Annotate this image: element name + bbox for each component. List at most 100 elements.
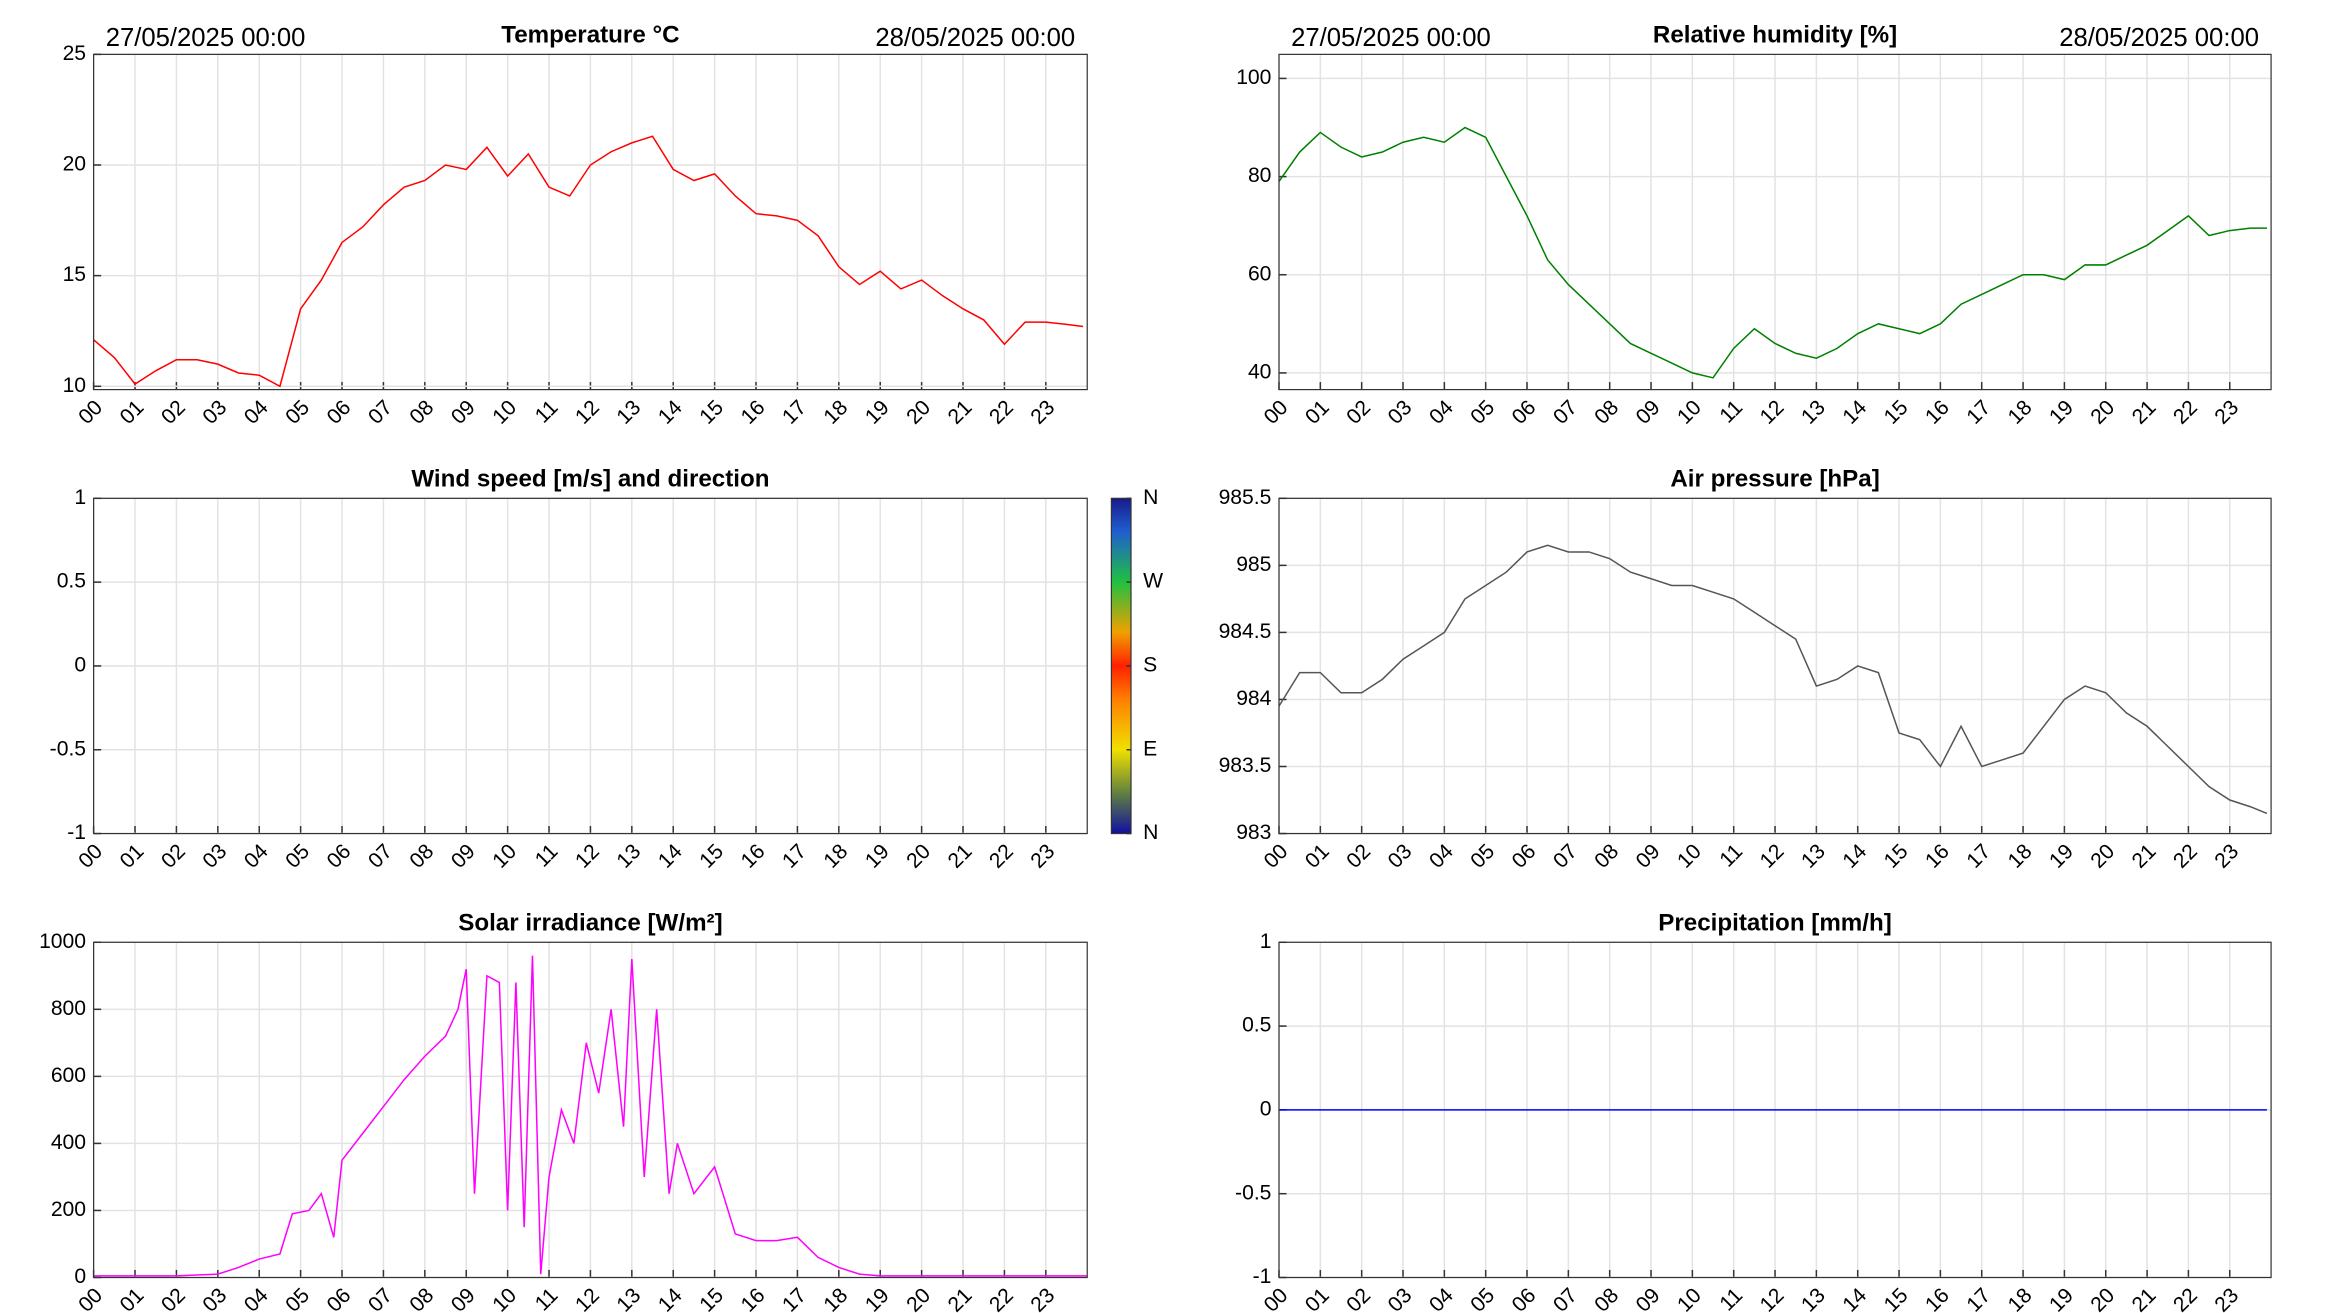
x-tick-label: 22	[2169, 396, 2202, 429]
x-tick-label: 02	[1342, 840, 1375, 873]
y-tick-label: -1	[67, 821, 86, 844]
data-line	[1278, 126, 2267, 379]
x-tick-label: 13	[1797, 396, 1830, 429]
x-tick-label: 14	[1838, 840, 1871, 873]
x-tick-label: 02	[157, 396, 190, 429]
x-tick-label: 23	[2210, 1284, 2243, 1313]
x-tick-label: 05	[281, 1284, 314, 1313]
y-tick-label: 15	[63, 263, 87, 286]
colorbar-label: N	[1143, 486, 1158, 509]
x-tick-label: 04	[240, 1284, 273, 1313]
y-tick-label: 0	[74, 654, 86, 677]
x-tick-label: 22	[985, 840, 1018, 873]
x-tick-label: 11	[1715, 396, 1747, 428]
y-tick-label: 600	[51, 1064, 86, 1087]
x-tick-label: 08	[1590, 1284, 1623, 1313]
chart-title: Air pressure [hPa]	[1670, 466, 1879, 493]
axes-box	[1278, 53, 2272, 391]
chart-title: Temperature °C	[501, 22, 679, 49]
x-tick-label: 05	[281, 396, 314, 429]
y-tick-label: 80	[1248, 164, 1272, 187]
y-tick-label: 25	[63, 42, 87, 65]
y-tick-label: -0.5	[1235, 1181, 1271, 1204]
start-date: 27/05/2025 00:00	[106, 24, 306, 52]
x-tick-label: 17	[1962, 840, 1995, 873]
x-tick-label: 06	[1508, 396, 1541, 429]
end-date: 28/05/2025 00:00	[875, 24, 1075, 52]
x-tick-label: 15	[695, 1284, 728, 1313]
x-tick-label: 07	[364, 840, 397, 873]
x-tick-label: 09	[447, 840, 480, 873]
y-tick-label: 983	[1236, 821, 1271, 844]
x-tick-label: 07	[364, 396, 397, 429]
axes-box	[1278, 497, 2272, 835]
y-tick-label: 985.5	[1219, 486, 1272, 509]
y-tick-label: 985	[1236, 553, 1271, 576]
y-tick-label: 0.5	[1242, 1014, 1271, 1037]
x-tick-label: 05	[281, 840, 314, 873]
x-tick-label: 21	[944, 840, 977, 873]
x-tick-label: 01	[116, 1284, 149, 1313]
y-tick-label: 60	[1248, 262, 1272, 285]
data-line	[1278, 544, 2268, 815]
x-tick-label: 04	[1425, 840, 1458, 873]
x-tick-label: 14	[654, 396, 687, 429]
x-tick-label: 13	[612, 1284, 645, 1313]
x-tick-label: 03	[198, 840, 231, 873]
y-tick-label: 984.5	[1219, 620, 1272, 643]
x-tick-label: 16	[1921, 396, 1954, 429]
x-tick-label: 00	[74, 840, 107, 873]
x-tick-label: 11	[1715, 1284, 1747, 1313]
x-tick-label: 02	[157, 840, 190, 873]
x-tick-label: 17	[1962, 1284, 1995, 1313]
x-tick-label: 05	[1466, 840, 1499, 873]
y-tick-label: 1	[74, 486, 86, 509]
x-tick-label: 15	[695, 840, 728, 873]
axes-box	[93, 941, 1088, 1279]
chart-title: Solar irradiance [W/m²]	[458, 910, 722, 937]
x-tick-label: 07	[1549, 396, 1582, 429]
x-tick-label: 14	[654, 840, 687, 873]
chart-title: Precipitation [mm/h]	[1658, 910, 1892, 937]
x-tick-label: 03	[198, 1284, 231, 1313]
x-tick-label: 17	[1962, 396, 1995, 429]
data-line	[93, 955, 1088, 1277]
x-tick-label: 09	[1632, 840, 1665, 873]
x-tick-label: 16	[737, 840, 770, 873]
y-tick-label: -0.5	[50, 737, 86, 760]
x-tick-label: 16	[1921, 1284, 1954, 1313]
x-tick-label: 02	[1342, 396, 1375, 429]
x-tick-label: 03	[1384, 1284, 1417, 1313]
x-tick-label: 15	[1880, 840, 1913, 873]
x-tick-label: 14	[1838, 1284, 1871, 1313]
x-tick-label: 01	[116, 396, 149, 429]
x-tick-label: 20	[902, 840, 935, 873]
x-tick-label: 08	[405, 1284, 438, 1313]
x-tick-label: 10	[1673, 396, 1706, 429]
axes-box	[93, 497, 1088, 835]
x-tick-label: 08	[1590, 396, 1623, 429]
x-tick-label: 18	[2004, 1284, 2037, 1313]
y-tick-label: 10	[63, 374, 87, 397]
x-tick-label: 18	[819, 840, 852, 873]
x-tick-label: 04	[1425, 1284, 1458, 1313]
x-tick-label: 18	[819, 396, 852, 429]
x-tick-label: 09	[1632, 1284, 1665, 1313]
x-tick-label: 01	[1301, 396, 1334, 429]
x-tick-label: 03	[1384, 396, 1417, 429]
x-tick-label: 08	[1590, 840, 1623, 873]
x-tick-label: 00	[1260, 396, 1293, 429]
x-tick-label: 00	[74, 1284, 107, 1313]
x-tick-label: 21	[2128, 396, 2161, 429]
x-tick-label: 02	[157, 1284, 190, 1313]
x-tick-label: 23	[1026, 840, 1059, 873]
x-tick-label: 19	[2045, 1284, 2078, 1313]
x-tick-label: 14	[654, 1284, 687, 1313]
x-tick-label: 05	[1466, 1284, 1499, 1313]
x-tick-label: 09	[447, 1284, 480, 1313]
data-line	[93, 135, 1084, 388]
x-tick-label: 16	[1921, 840, 1954, 873]
x-tick-label: 11	[531, 1284, 563, 1313]
x-tick-label: 04	[240, 840, 273, 873]
